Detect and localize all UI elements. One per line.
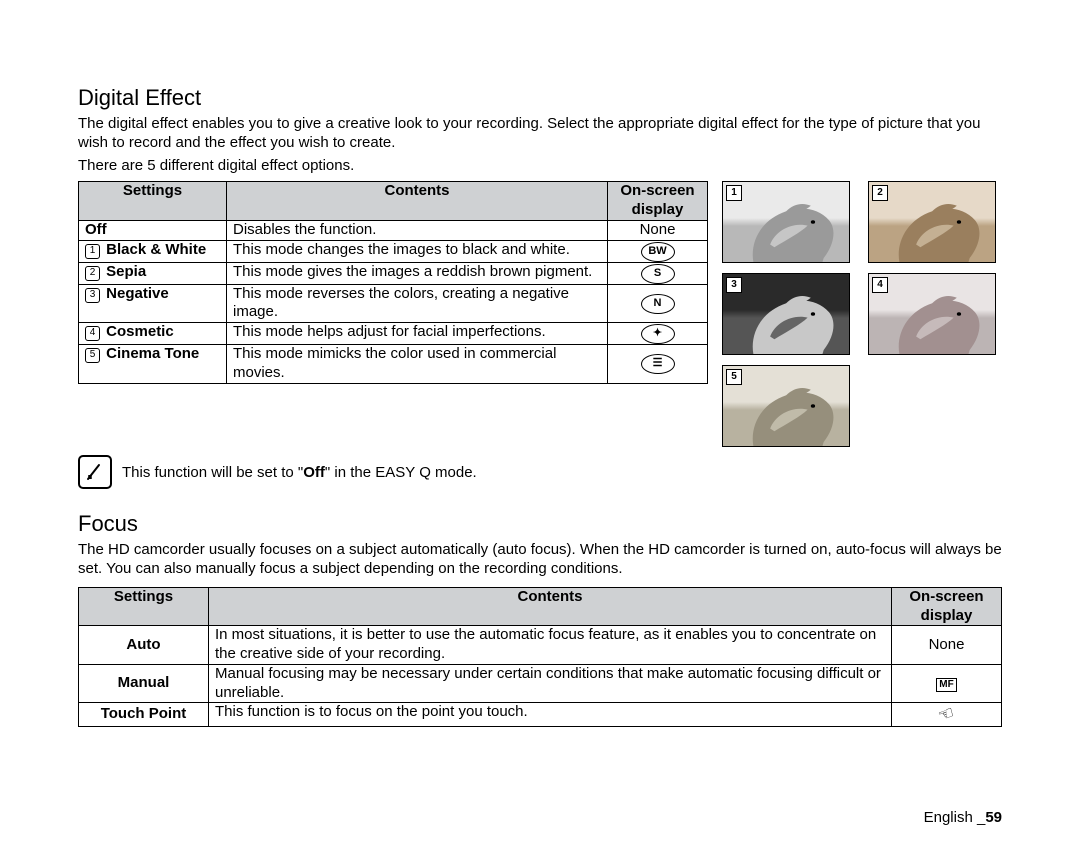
table-row: ManualManual focusing may be necessary u… xyxy=(79,664,1002,703)
digital-effect-subline: There are 5 different digital effect opt… xyxy=(78,157,1002,176)
digital-effect-title: Digital Effect xyxy=(78,85,1002,111)
focus-title: Focus xyxy=(78,511,1002,537)
row-number-icon: 5 xyxy=(85,348,100,363)
table-header-row: Settings Contents On-screen display xyxy=(79,182,708,221)
footer-page: 59 xyxy=(985,809,1002,826)
setting-cell: 1 Black & White xyxy=(79,240,227,262)
setting-cell: Off xyxy=(79,220,227,240)
col-display: On-screen display xyxy=(608,182,708,221)
footer-lang: English xyxy=(924,809,973,826)
display-cell: N xyxy=(608,284,708,323)
dolphin-icon xyxy=(884,195,991,263)
display-cell: None xyxy=(892,626,1002,665)
display-cell: ✦ xyxy=(608,323,708,345)
table-row: AutoIn most situations, it is better to … xyxy=(79,626,1002,665)
contents-cell: This mode gives the images a reddish bro… xyxy=(227,262,608,284)
dolphin-icon xyxy=(884,287,991,355)
note-text: This function will be set to "Off" in th… xyxy=(122,464,477,481)
page-footer: English _59 xyxy=(924,809,1002,826)
contents-cell: This mode helps adjust for facial imperf… xyxy=(227,323,608,345)
contents-cell: Disables the function. xyxy=(227,220,608,240)
row-number-icon: 2 xyxy=(85,266,100,281)
focus-intro: The HD camcorder usually focuses on a su… xyxy=(78,541,1002,579)
effect-indicator-icon: ☰ xyxy=(641,354,675,374)
table-row: 3 NegativeThis mode reverses the colors,… xyxy=(79,284,708,323)
table-header-row: Settings Contents On-screen display xyxy=(79,587,1002,626)
contents-cell: Manual focusing may be necessary under c… xyxy=(209,664,892,703)
touch-point-icon: ☜ xyxy=(935,701,958,728)
effect-indicator-icon: N xyxy=(641,294,675,314)
setting-cell: 5 Cinema Tone xyxy=(79,345,227,384)
dolphin-icon xyxy=(738,379,845,447)
thumbnail-badge: 2 xyxy=(872,185,888,201)
note-row: This function will be set to "Off" in th… xyxy=(78,455,1002,489)
row-number-icon: 3 xyxy=(85,288,100,303)
table-row: Touch PointThis function is to focus on … xyxy=(79,703,1002,727)
effect-thumbnail: 1 xyxy=(722,181,850,263)
thumbnail-badge: 5 xyxy=(726,369,742,385)
col-contents: Contents xyxy=(227,182,608,221)
dolphin-icon xyxy=(738,287,845,355)
contents-cell: In most situations, it is better to use … xyxy=(209,626,892,665)
effect-thumbnail: 3 xyxy=(722,273,850,355)
contents-cell: This mode mimicks the color used in comm… xyxy=(227,345,608,384)
display-cell: None xyxy=(608,220,708,240)
effect-thumbnail: 4 xyxy=(868,273,996,355)
display-cell: ☰ xyxy=(608,345,708,384)
effect-thumbnail: 2 xyxy=(868,181,996,263)
table-row: OffDisables the function.None xyxy=(79,220,708,240)
effect-indicator-icon: BW xyxy=(641,242,675,262)
digital-effect-intro: The digital effect enables you to give a… xyxy=(78,115,1002,153)
display-cell: ☜ xyxy=(892,703,1002,727)
row-number-icon: 4 xyxy=(85,326,100,341)
table-row: 1 Black & WhiteThis mode changes the ima… xyxy=(79,240,708,262)
manual-focus-icon: MF xyxy=(936,678,956,692)
display-cell: BW xyxy=(608,240,708,262)
contents-cell: This function is to focus on the point y… xyxy=(209,703,892,727)
dolphin-icon xyxy=(738,195,845,263)
setting-cell: 2 Sepia xyxy=(79,262,227,284)
display-cell: S xyxy=(608,262,708,284)
col-settings: Settings xyxy=(79,587,209,626)
setting-cell: Auto xyxy=(79,626,209,665)
row-number-icon: 1 xyxy=(85,244,100,259)
table-row: 4 CosmeticThis mode helps adjust for fac… xyxy=(79,323,708,345)
thumbnail-badge: 1 xyxy=(726,185,742,201)
thumbnail-badge: 4 xyxy=(872,277,888,293)
contents-cell: This mode reverses the colors, creating … xyxy=(227,284,608,323)
effect-thumbnail: 5 xyxy=(722,365,850,447)
table-row: 2 SepiaThis mode gives the images a redd… xyxy=(79,262,708,284)
effect-thumbnails: 1 2 3 4 5 xyxy=(722,181,996,447)
thumbnail-badge: 3 xyxy=(726,277,742,293)
effect-indicator-icon: S xyxy=(641,264,675,284)
contents-cell: This mode changes the images to black an… xyxy=(227,240,608,262)
display-cell: MF xyxy=(892,664,1002,703)
digital-effect-table: Settings Contents On-screen display OffD… xyxy=(78,181,708,383)
table-row: 5 Cinema ToneThis mode mimicks the color… xyxy=(79,345,708,384)
setting-cell: 4 Cosmetic xyxy=(79,323,227,345)
note-icon xyxy=(78,455,112,489)
setting-cell: Manual xyxy=(79,664,209,703)
col-contents: Contents xyxy=(209,587,892,626)
setting-cell: 3 Negative xyxy=(79,284,227,323)
col-settings: Settings xyxy=(79,182,227,221)
col-display: On-screen display xyxy=(892,587,1002,626)
effect-indicator-icon: ✦ xyxy=(641,324,675,344)
setting-cell: Touch Point xyxy=(79,703,209,727)
focus-table: Settings Contents On-screen display Auto… xyxy=(78,587,1002,727)
